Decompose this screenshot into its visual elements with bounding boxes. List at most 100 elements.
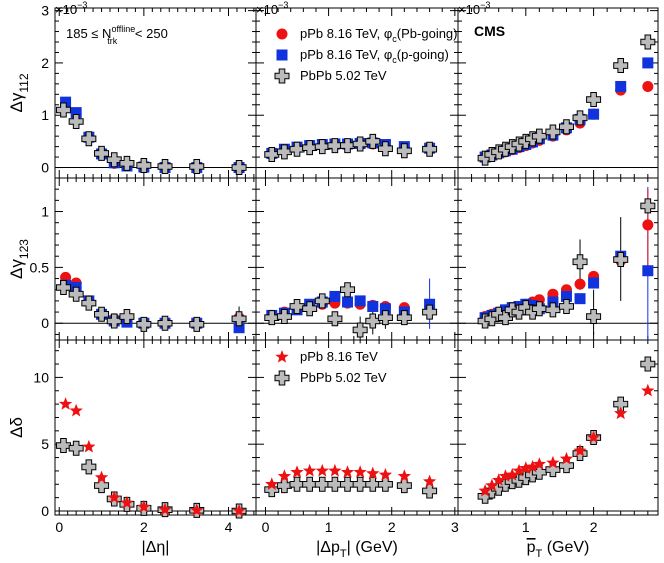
x-tick-label: 4 bbox=[225, 519, 233, 535]
data-point bbox=[422, 304, 438, 320]
y-tick-label: 5 bbox=[41, 436, 49, 452]
x-tick-label: 2 bbox=[140, 519, 148, 535]
data-point bbox=[574, 293, 586, 305]
data-point bbox=[546, 455, 560, 469]
data-point bbox=[558, 298, 574, 314]
legend-marker bbox=[276, 49, 288, 61]
data-point bbox=[276, 309, 292, 325]
data-point bbox=[586, 309, 602, 325]
data-point bbox=[573, 443, 587, 457]
cms-label: CMS bbox=[474, 23, 505, 39]
data-point bbox=[352, 136, 368, 152]
data-point bbox=[68, 440, 84, 456]
panel-frame-1-0 bbox=[54, 177, 257, 341]
data-point bbox=[525, 459, 540, 473]
data-point bbox=[327, 476, 343, 492]
data-point bbox=[290, 465, 304, 478]
data-point bbox=[353, 465, 367, 478]
data-point bbox=[232, 503, 246, 517]
data-point bbox=[615, 80, 627, 92]
data-point bbox=[55, 102, 71, 118]
data-point bbox=[642, 80, 654, 92]
data-point bbox=[340, 476, 356, 492]
data-point bbox=[560, 290, 572, 302]
x-tick-label: 1 bbox=[522, 519, 530, 535]
data-point bbox=[497, 310, 513, 326]
y-tick-label: 0.5 bbox=[30, 259, 50, 275]
x-tick-label: 1 bbox=[325, 519, 333, 535]
data-point bbox=[365, 476, 381, 492]
data-point bbox=[396, 310, 412, 326]
data-point bbox=[379, 303, 391, 315]
x-tick-label: 2 bbox=[388, 519, 396, 535]
data-point bbox=[424, 298, 436, 310]
marks-layer bbox=[55, 28, 656, 519]
data-point bbox=[588, 277, 600, 289]
multiplier-label-2: ×10−3 bbox=[256, 0, 288, 17]
data-point bbox=[327, 311, 343, 327]
data-point bbox=[68, 286, 84, 302]
data-point bbox=[94, 470, 109, 484]
data-point bbox=[642, 265, 654, 277]
data-point bbox=[613, 58, 629, 74]
x-tick-label: 0 bbox=[55, 519, 63, 535]
data-point bbox=[189, 316, 205, 332]
y-tick-label: 2 bbox=[41, 55, 49, 71]
data-point bbox=[289, 476, 305, 492]
data-point bbox=[277, 469, 292, 482]
data-point bbox=[314, 139, 330, 155]
data-point bbox=[107, 490, 121, 504]
panel-frame-2-2 bbox=[457, 339, 659, 516]
data-point bbox=[366, 466, 380, 480]
x-tick-label: 0 bbox=[262, 519, 270, 535]
data-point bbox=[55, 279, 71, 295]
data-point bbox=[158, 502, 172, 516]
data-point bbox=[397, 469, 411, 482]
data-point bbox=[136, 316, 152, 332]
legend-label: PbPb 5.02 TeV bbox=[300, 68, 387, 83]
data-point bbox=[377, 310, 393, 326]
data-point bbox=[81, 295, 97, 311]
x-axis-title-2: pT (GeV) bbox=[527, 539, 590, 560]
data-point bbox=[157, 315, 173, 331]
selection-label: 185 ≤ Noffline trk < 250 bbox=[66, 24, 168, 46]
data-point bbox=[574, 278, 586, 290]
y-tick-label: 10 bbox=[33, 369, 49, 385]
data-point bbox=[68, 114, 84, 130]
data-point bbox=[613, 252, 629, 268]
data-point bbox=[276, 144, 292, 160]
data-point bbox=[94, 478, 110, 494]
data-point bbox=[642, 219, 654, 231]
data-point bbox=[189, 158, 205, 174]
data-point bbox=[422, 141, 438, 157]
data-point bbox=[640, 356, 656, 372]
data-point bbox=[352, 476, 368, 492]
multiplier-label-3: ×10−3 bbox=[458, 0, 490, 17]
data-point bbox=[485, 478, 499, 492]
data-point bbox=[94, 306, 110, 322]
data-point bbox=[377, 141, 393, 157]
data-point bbox=[491, 306, 507, 322]
data-point bbox=[264, 146, 280, 162]
x-tick-label: 2 bbox=[590, 519, 598, 535]
multiplier-label-1: ×10−3 bbox=[55, 0, 87, 17]
data-point bbox=[367, 300, 379, 312]
panel-layer bbox=[54, 7, 659, 516]
y-axis-title-2: Δδ bbox=[7, 417, 26, 438]
data-point bbox=[81, 459, 97, 475]
data-point bbox=[94, 145, 110, 161]
data-point bbox=[289, 141, 305, 157]
data-point bbox=[340, 282, 356, 298]
y-tick-label: 1 bbox=[41, 107, 49, 123]
data-point bbox=[302, 301, 318, 317]
data-point bbox=[572, 254, 588, 270]
y-axis-title-1: Δγ123 bbox=[7, 239, 31, 279]
data-point bbox=[120, 495, 134, 509]
data-point bbox=[119, 155, 135, 171]
data-point bbox=[136, 157, 152, 173]
data-point bbox=[190, 503, 204, 516]
data-point bbox=[265, 477, 279, 490]
labels-layer: ×10−3 ×10−3 ×10−3 CMS 185 ≤ Noffline trk … bbox=[7, 0, 598, 560]
x-axis-title-0: |Δη| bbox=[142, 539, 170, 556]
